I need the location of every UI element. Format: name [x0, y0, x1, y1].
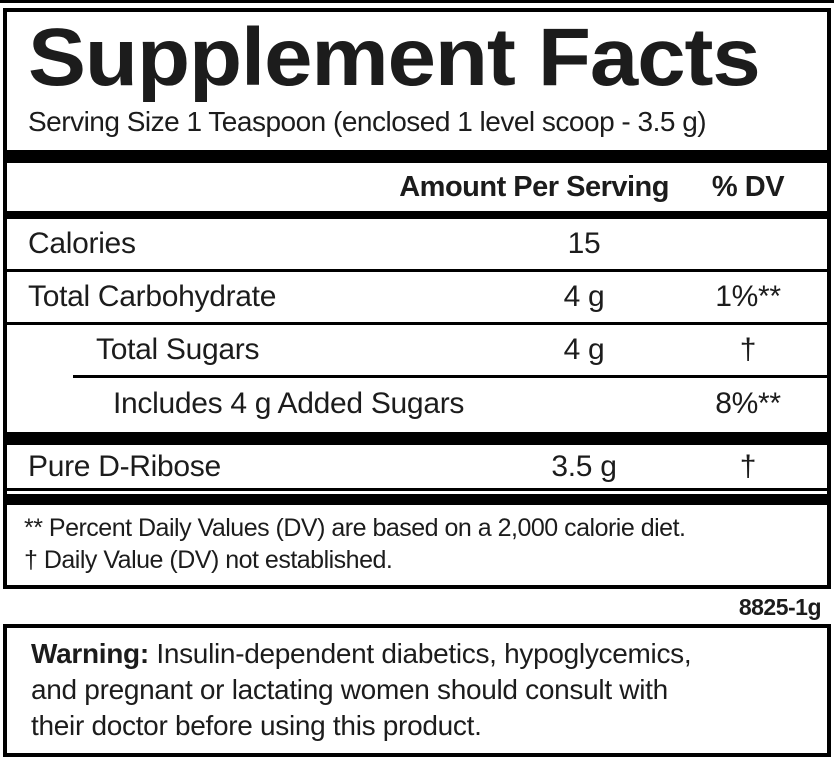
divider-thick-bottom: [7, 494, 827, 506]
divider-partial: [73, 375, 827, 379]
warning-text: Insulin-dependent diabetics, hypoglycemi…: [148, 638, 692, 670]
column-header-amount: Amount Per Serving: [399, 171, 669, 204]
label-top-edge: [0, 0, 834, 3]
footnote-dagger: † Daily Value (DV) not established.: [24, 546, 393, 575]
nutrient-name: Total Sugars: [96, 333, 260, 367]
nutrient-amount: 4 g: [563, 280, 605, 314]
nutrient-dv: †: [739, 333, 757, 367]
title-block: Supplement Facts Serving Size 1 Teaspoon…: [7, 12, 827, 150]
nutrient-row-total-carbohydrate: Total Carbohydrate 4 g 1%**: [7, 272, 827, 326]
table-header-row: Amount Per Serving % DV: [7, 163, 827, 211]
nutrient-amount: 3.5 g: [551, 450, 617, 484]
divider-gap: [7, 491, 827, 495]
nutrient-row-pure-d-ribose: Pure D-Ribose 3.5 g †: [7, 445, 827, 492]
column-header-dv: % DV: [711, 171, 785, 204]
divider-medium: [7, 211, 827, 220]
nutrient-dv: 8%**: [715, 387, 781, 421]
warning-line-1: Warning: Insulin-dependent diabetics, hy…: [31, 636, 805, 672]
nutrient-dv: 1%**: [715, 280, 781, 314]
divider-thick-top: [7, 150, 827, 164]
product-code: 8825-1g: [738, 594, 822, 621]
supplement-facts-panel: Supplement Facts Serving Size 1 Teaspoon…: [3, 8, 831, 590]
nutrient-name: Calories: [28, 227, 136, 261]
footnotes-block: ** Percent Daily Values (DV) are based o…: [7, 505, 827, 585]
warning-line-3: their doctor before using this product.: [31, 710, 482, 742]
nutrient-row-calories: Calories 15: [7, 219, 827, 273]
nutrient-amount: 4 g: [563, 333, 605, 367]
nutrient-row-added-sugars: Includes 4 g Added Sugars 8%**: [7, 378, 827, 432]
footnote-percent-dv: ** Percent Daily Values (DV) are based o…: [24, 514, 686, 543]
nutrient-name: Includes 4 g Added Sugars: [113, 387, 465, 421]
nutrient-dv: †: [739, 450, 757, 484]
divider-thick-mid: [7, 432, 827, 446]
serving-size: Serving Size 1 Teaspoon (enclosed 1 leve…: [28, 106, 707, 138]
nutrient-amount: 15: [567, 227, 601, 261]
nutrient-name: Pure D-Ribose: [28, 450, 221, 484]
warning-box: Warning: Insulin-dependent diabetics, hy…: [3, 624, 831, 757]
warning-line-2: and pregnant or lactating women should c…: [31, 674, 668, 706]
nutrient-name: Total Carbohydrate: [28, 280, 277, 314]
nutrient-row-total-sugars: Total Sugars 4 g †: [7, 325, 827, 375]
warning-label: Warning:: [31, 638, 149, 670]
panel-title: Supplement Facts: [28, 12, 761, 103]
